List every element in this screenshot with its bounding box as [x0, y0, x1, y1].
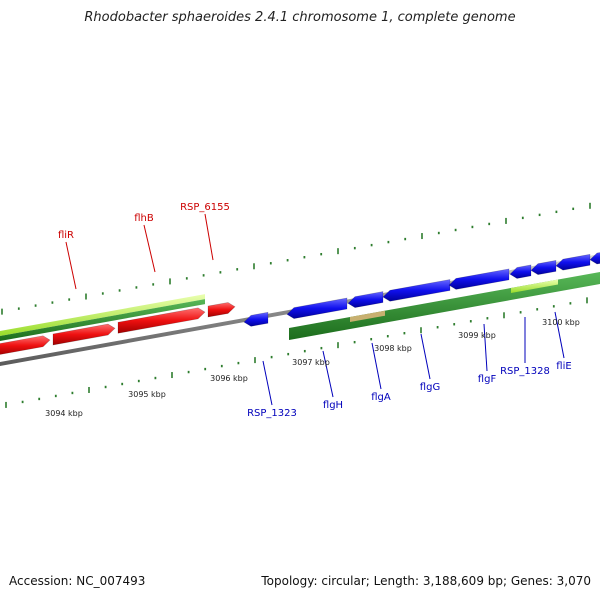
callout-line — [483, 323, 488, 372]
callout-line — [554, 311, 565, 359]
gene-callouts: fliR flhB RSP_6155 RSP_1323 flgH flgA flgG flgF… — [58, 202, 572, 419]
callout-line — [143, 224, 156, 273]
callout-line — [322, 350, 334, 398]
gene-arrows — [0, 252, 600, 355]
gene-label[interactable]: flgF — [478, 374, 497, 385]
gene-arrow-blue — [555, 253, 591, 271]
gene-arrow-blue — [589, 252, 600, 265]
scale-label: 3095 kbp — [128, 390, 166, 399]
scale-label: 3100 kbp — [542, 318, 580, 327]
callout-line — [262, 360, 273, 406]
gene-arrow-blue — [530, 260, 557, 275]
gene-label[interactable]: flgG — [420, 382, 440, 393]
feature-track-green — [0, 299, 205, 341]
gene-arrow-red — [117, 307, 206, 334]
accession-text: Accession: NC_007493 — [9, 574, 146, 588]
gene-label[interactable]: RSP_6155 — [180, 202, 230, 213]
gene-arrow-blue — [509, 264, 532, 279]
callout-line — [65, 241, 77, 290]
scale-label: 3094 kbp — [45, 409, 83, 418]
gene-label[interactable]: fliE — [556, 361, 571, 372]
axis-ticks — [1, 202, 591, 408]
gene-arrow-red — [52, 323, 116, 346]
gene-label[interactable]: flgA — [371, 392, 391, 403]
gene-arrow-blue — [448, 268, 510, 290]
gene-label[interactable]: RSP_1323 — [247, 408, 297, 419]
feature-track-light — [511, 279, 558, 294]
feature-track-light — [0, 294, 205, 336]
gene-label[interactable]: RSP_1328 — [500, 366, 550, 377]
gene-arrow-blue — [243, 311, 269, 327]
topology-text: Topology: circular; Length: 3,188,609 bp… — [261, 574, 591, 588]
scale-label: 3098 kbp — [374, 344, 412, 353]
gene-arrow-blue — [286, 297, 348, 319]
feature-track-tan — [350, 310, 385, 322]
scale-labels: 3094 kbp 3095 kbp 3096 kbp 3097 kbp 3098 kbp… — [45, 318, 580, 418]
gene-arrow-blue — [347, 291, 384, 308]
map-title: Rhodobacter sphaeroides 2.4.1 chromosome… — [84, 10, 516, 25]
callout-line — [204, 213, 214, 261]
scale-label: 3096 kbp — [210, 374, 248, 383]
scale-label: 3099 kbp — [458, 331, 496, 340]
callout-line — [420, 333, 431, 380]
gene-label[interactable]: fliR — [58, 230, 74, 241]
gene-arrow-red — [0, 335, 51, 355]
scale-label: 3097 kbp — [292, 358, 330, 367]
gene-arrow-blue — [382, 279, 451, 302]
gene-label[interactable]: flgH — [323, 400, 343, 411]
gene-arrow-red — [207, 302, 236, 318]
gene-label[interactable]: flhB — [134, 213, 154, 224]
callout-line — [371, 342, 382, 390]
